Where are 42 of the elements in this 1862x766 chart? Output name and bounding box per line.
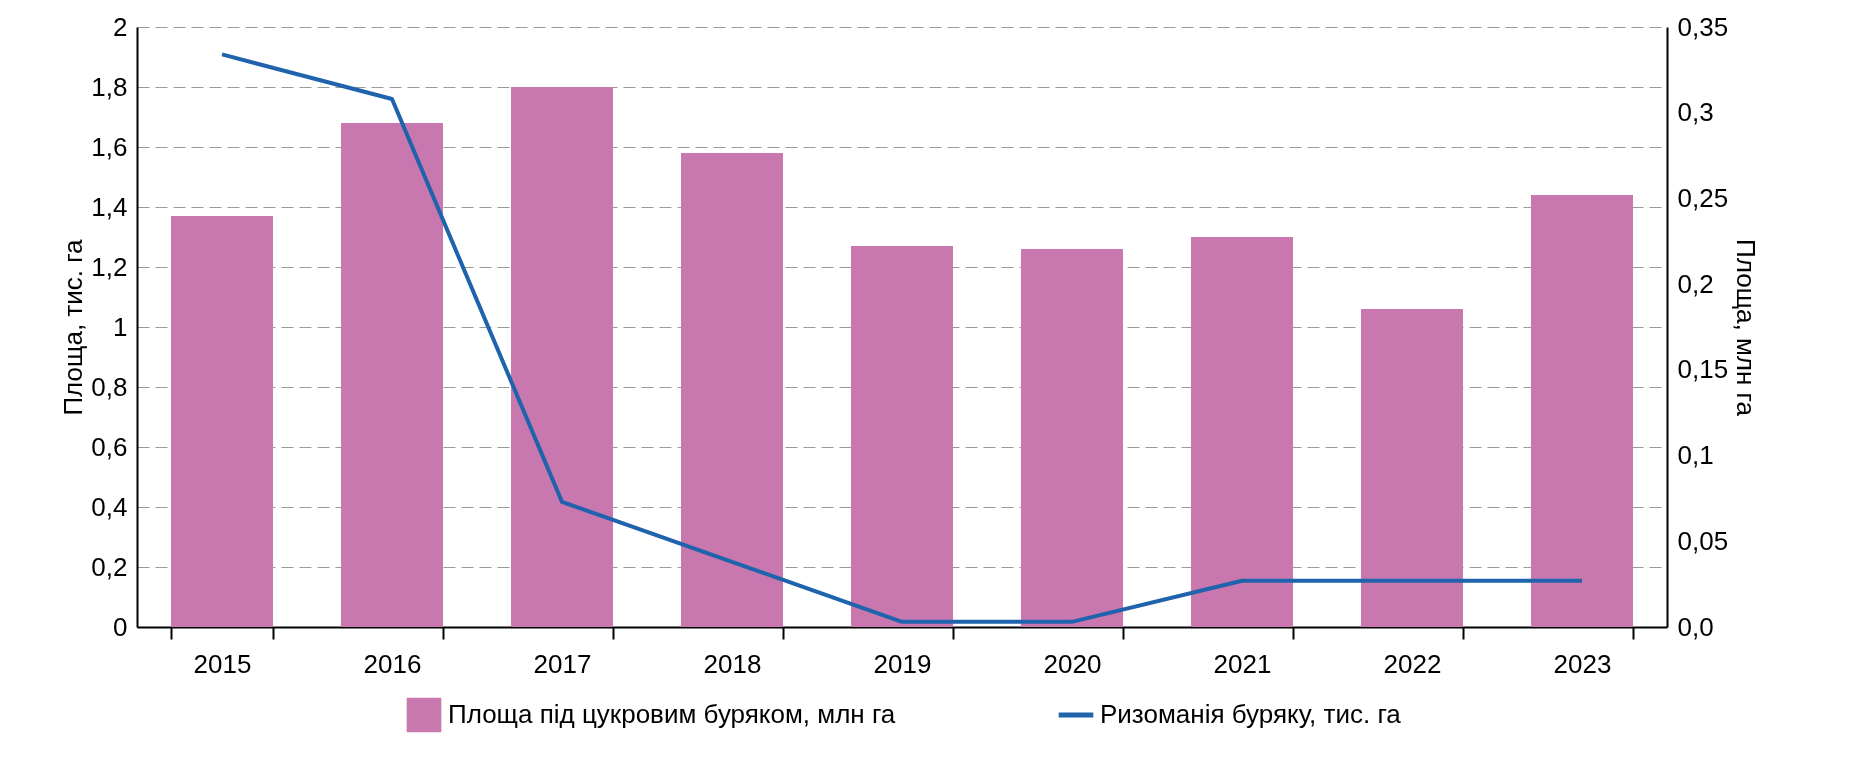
y-tick-label: 1,2: [91, 251, 128, 282]
y-tick-label: 0: [113, 611, 128, 642]
y-tick-label: 0,8: [91, 371, 128, 402]
bar: [171, 216, 273, 627]
x-tick-label: 2021: [1213, 648, 1272, 679]
bar: [341, 123, 443, 627]
y-tick-label: 1,6: [91, 131, 128, 162]
legend-label: Площа під цукровим буряком, млн га: [448, 699, 896, 729]
y-tick-label: 2: [113, 11, 128, 42]
x-tick-label: 2016: [363, 648, 422, 679]
x-tick-label: 2018: [703, 648, 762, 679]
y2-axis-title: Площа, млн га: [1731, 239, 1762, 417]
y-tick-label: 0,4: [91, 491, 128, 522]
y-tick-label: 1,4: [91, 191, 128, 222]
y2-tick-label: 0,25: [1677, 182, 1729, 213]
x-tick-label: 2023: [1553, 648, 1612, 679]
bar: [1531, 195, 1633, 627]
y-axis-title: Площа, тис. га: [58, 238, 89, 416]
bar: [851, 246, 953, 627]
y-tick-label: 0,6: [91, 431, 128, 462]
y2-tick-label: 0,05: [1677, 525, 1729, 556]
legend-label: Ризоманія буряку, тис. га: [1100, 699, 1402, 729]
y2-tick-label: 0,3: [1677, 97, 1714, 128]
line-series: [220, 52, 1584, 624]
bar: [681, 153, 783, 627]
bar: [1021, 249, 1123, 627]
y2-tick-label: 0,35: [1677, 11, 1729, 42]
x-tick-label: 2020: [1043, 648, 1102, 679]
y-tick-label: 1: [113, 311, 128, 342]
x-tick-label: 2017: [533, 648, 592, 679]
y2-tick-label: 0,0: [1677, 611, 1714, 642]
bar: [1191, 237, 1293, 627]
x-tick-label: 2015: [193, 648, 252, 679]
y-tick-label: 0,2: [91, 551, 128, 582]
bar: [1361, 309, 1463, 627]
x-tick-label: 2019: [873, 648, 932, 679]
y2-tick-label: 0,1: [1677, 440, 1714, 471]
y2-tick-label: 0,15: [1677, 354, 1729, 385]
x-tick-label: 2022: [1383, 648, 1442, 679]
y2-tick-label: 0,2: [1677, 268, 1714, 299]
bar: [511, 87, 613, 627]
y-tick-label: 1,8: [91, 71, 128, 102]
